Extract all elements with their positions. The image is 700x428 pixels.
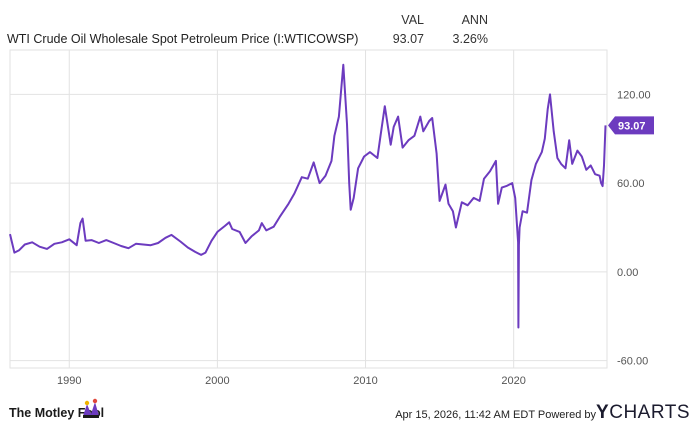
gridlines [9,49,608,369]
y-tick-label: 0.00 [617,267,638,279]
x-axis-ticks: 1990 2000 2010 2020 [57,375,526,387]
motley-fool-logo-text: The Motley Fool [9,406,105,420]
y-axis-ticks: 120.00 60.00 0.00 -60.00 [617,89,651,367]
series-line-wti[interactable] [9,63,607,329]
last-value-badge: 93.07 [608,116,654,135]
ycharts-logo-rest: CHARTS [609,402,690,423]
y-tick-label: -60.00 [617,356,648,368]
val-column-header: VAL [401,13,424,27]
x-tick-label: 1990 [57,375,81,387]
x-tick-label: 2020 [501,375,525,387]
badge-shape [608,116,654,135]
series-val: 93.07 [392,32,424,46]
ycharts-logo[interactable]: YCHARTS [596,402,690,424]
y-tick-label: 60.00 [617,178,645,190]
plot-frame [9,49,608,369]
x-tick-label: 2000 [205,375,229,387]
badge-label: 93.07 [618,120,646,132]
series-ann: 3.26% [452,32,488,46]
ann-column-header: ANN [461,13,488,27]
jester-hat-icon [83,398,99,418]
x-tick-label: 2010 [353,375,377,387]
timestamp-powered-by: Apr 15, 2026, 11:42 AM EDT Powered by [395,409,596,421]
series-label[interactable]: WTI Crude Oil Wholesale Spot Petroleum P… [7,32,359,46]
ycharts-logo-y: Y [596,402,610,423]
y-tick-label: 120.00 [617,89,651,101]
